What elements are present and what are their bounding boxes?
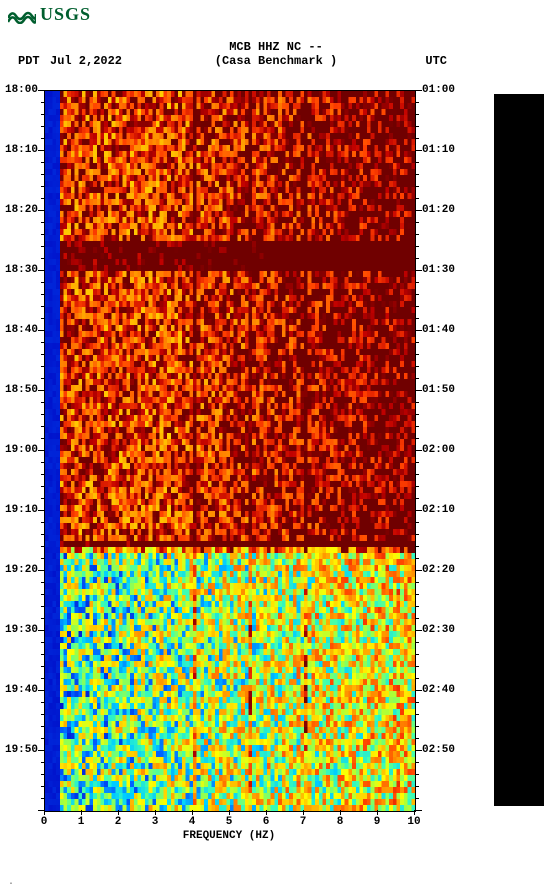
y-tick-right: 01:20: [422, 204, 455, 216]
x-tick: 1: [78, 816, 85, 828]
x-tick: 10: [407, 816, 420, 828]
y-tick-left: 19:30: [5, 624, 38, 636]
wave-icon: [8, 6, 36, 24]
y-tick-right: 01:00: [422, 84, 455, 96]
y-tick-left: 18:00: [5, 84, 38, 96]
logo-text: USGS: [40, 4, 91, 25]
station-channel: MCB HHZ NC --: [0, 40, 552, 54]
y-tick-left: 18:50: [5, 384, 38, 396]
x-axis: FREQUENCY (HZ) 012345678910: [44, 810, 414, 850]
y-tick-left: 18:30: [5, 264, 38, 276]
x-tick: 7: [300, 816, 307, 828]
x-tick: 2: [115, 816, 122, 828]
y-tick-left: 19:40: [5, 684, 38, 696]
y-tick-left: 19:20: [5, 564, 38, 576]
y-tick-right: 01:40: [422, 324, 455, 336]
y-tick-right: 02:10: [422, 504, 455, 516]
y-tick-left: 18:20: [5, 204, 38, 216]
y-tick-left: 18:40: [5, 324, 38, 336]
y-axis-left: 18:0018:1018:2018:3018:4018:5019:0019:10…: [0, 90, 44, 810]
x-tick: 4: [189, 816, 196, 828]
station-name: (Casa Benchmark ): [0, 54, 552, 68]
tz-right: UTC: [425, 54, 447, 68]
x-tick: 6: [263, 816, 270, 828]
y-tick-right: 02:40: [422, 684, 455, 696]
spectrogram-canvas: [45, 91, 415, 811]
footnote: .: [8, 877, 14, 888]
x-tick: 3: [152, 816, 159, 828]
y-tick-left: 19:00: [5, 444, 38, 456]
colorbar: [494, 94, 544, 806]
x-tick: 8: [337, 816, 344, 828]
y-tick-right: 02:50: [422, 744, 455, 756]
spectrogram-plot: [44, 90, 416, 812]
y-tick-left: 19:50: [5, 744, 38, 756]
y-tick-right: 01:50: [422, 384, 455, 396]
y-tick-left: 18:10: [5, 144, 38, 156]
usgs-logo: USGS: [8, 4, 91, 25]
x-tick: 5: [226, 816, 233, 828]
chart-header: MCB HHZ NC -- PDT Jul 2,2022 (Casa Bench…: [0, 40, 552, 70]
x-tick: 9: [374, 816, 381, 828]
y-tick-right: 02:00: [422, 444, 455, 456]
x-axis-label: FREQUENCY (HZ): [44, 830, 414, 842]
x-tick: 0: [41, 816, 48, 828]
y-tick-right: 02:20: [422, 564, 455, 576]
y-axis-right: 01:0001:1001:2001:3001:4001:5002:0002:10…: [416, 90, 466, 810]
y-tick-right: 01:30: [422, 264, 455, 276]
y-tick-right: 01:10: [422, 144, 455, 156]
y-tick-right: 02:30: [422, 624, 455, 636]
y-tick-left: 19:10: [5, 504, 38, 516]
